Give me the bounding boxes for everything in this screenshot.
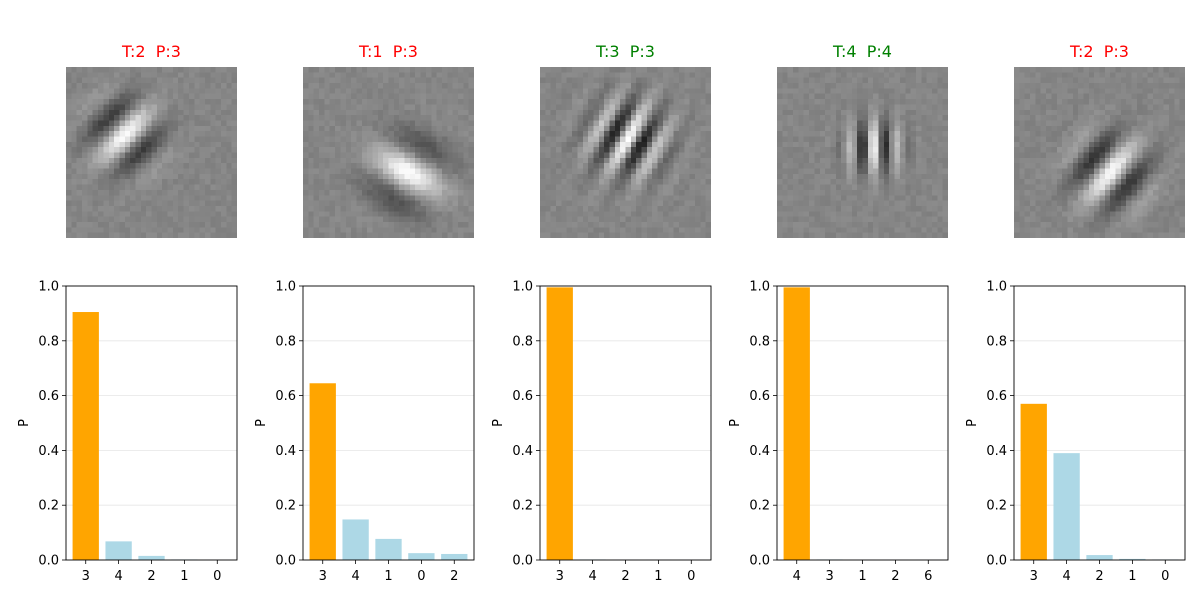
stimulus-image-5 (1014, 67, 1185, 238)
x-tick-label: 1 (1128, 569, 1136, 584)
y-tick-label: 0.6 (38, 389, 59, 404)
y-tick-label: 0.8 (986, 334, 1007, 349)
y-tick-label: 0.0 (512, 554, 533, 569)
bar-2 (138, 555, 165, 560)
y-tick-label: 0.6 (275, 389, 296, 404)
x-tick-label: 2 (621, 569, 629, 584)
x-tick-label: 1 (180, 569, 188, 584)
bar-4 (783, 287, 810, 560)
y-axis-label: P (965, 419, 980, 427)
bar-3 (1020, 403, 1047, 560)
x-tick-label: 1 (858, 569, 866, 584)
x-tick-label: 4 (793, 569, 801, 584)
y-tick-label: 0.2 (512, 499, 533, 514)
bar-2 (441, 553, 468, 560)
x-tick-label: 4 (1062, 569, 1070, 584)
y-tick-label: 1.0 (749, 280, 770, 295)
bar-chart-2: 0.0 0.2 0.4 0.6 0.8 1.0 3 4 1 0 2 P (254, 280, 475, 584)
bar-1 (375, 538, 402, 560)
bar-chart-3: 0.0 0.2 0.4 0.6 0.8 1.0 3 4 2 1 0 P (491, 280, 712, 584)
y-tick-label: 1.0 (986, 280, 1007, 295)
y-tick-label: 0.2 (275, 499, 296, 514)
x-tick-label: 0 (417, 569, 425, 584)
axes-frame (65, 285, 238, 561)
panel-title-3: T:3 P:3 (596, 42, 655, 61)
bar-chart-1: 0.0 0.2 0.4 0.6 0.8 1.0 3 4 2 1 0 P (17, 280, 238, 584)
y-tick-label: 1.0 (512, 280, 533, 295)
x-tick-label: 3 (1030, 569, 1038, 584)
y-tick-label: 0.2 (986, 499, 1007, 514)
x-tick-label: 2 (891, 569, 899, 584)
axes-frame (539, 285, 712, 561)
x-tick-label: 6 (924, 569, 932, 584)
bar-4 (1053, 453, 1080, 560)
x-tick-label: 2 (450, 569, 458, 584)
y-tick-label: 0.2 (38, 499, 59, 514)
axes-frame (776, 285, 949, 561)
bar-4 (105, 541, 132, 560)
y-tick-label: 0.8 (38, 334, 59, 349)
x-tick-label: 4 (351, 569, 359, 584)
y-tick-label: 0.4 (749, 444, 770, 459)
panel-title-2: T:1 P:3 (359, 42, 418, 61)
y-tick-label: 1.0 (275, 280, 296, 295)
y-axis-label: P (254, 419, 269, 427)
y-axis-label: P (728, 419, 743, 427)
y-tick-label: 0.4 (512, 444, 533, 459)
bar-3 (309, 383, 336, 560)
x-tick-label: 3 (556, 569, 564, 584)
x-tick-label: 0 (687, 569, 695, 584)
x-tick-label: 1 (654, 569, 662, 584)
x-tick-label: 3 (82, 569, 90, 584)
panel-title-5: T:2 P:3 (1070, 42, 1129, 61)
x-tick-label: 4 (588, 569, 596, 584)
y-tick-label: 0.4 (275, 444, 296, 459)
y-axis-label: P (491, 419, 506, 427)
stimulus-image-2 (303, 67, 474, 238)
panel-title-4: T:4 P:4 (833, 42, 892, 61)
y-axis-label: P (17, 419, 32, 427)
bar-3 (546, 287, 573, 560)
axes-frame (302, 285, 475, 561)
bar-2 (1086, 555, 1113, 560)
x-tick-label: 3 (825, 569, 833, 584)
bar-chart-4: 0.0 0.2 0.4 0.6 0.8 1.0 4 3 1 2 6 P (728, 280, 949, 584)
bar-4 (342, 519, 369, 560)
x-tick-label: 2 (1095, 569, 1103, 584)
y-tick-label: 0.6 (986, 389, 1007, 404)
bar-0 (408, 553, 435, 560)
y-tick-label: 1.0 (38, 280, 59, 295)
x-tick-label: 0 (1161, 569, 1169, 584)
y-tick-label: 0.8 (749, 334, 770, 349)
y-tick-label: 0.2 (749, 499, 770, 514)
bar-1 (1119, 558, 1146, 560)
bar-chart-5: 0.0 0.2 0.4 0.6 0.8 1.0 3 4 2 1 0 P (965, 280, 1186, 584)
y-tick-label: 0.6 (512, 389, 533, 404)
y-tick-label: 0.0 (275, 554, 296, 569)
y-tick-label: 0.0 (38, 554, 59, 569)
axes-frame (1013, 285, 1186, 561)
x-tick-label: 0 (213, 569, 221, 584)
y-tick-label: 0.6 (749, 389, 770, 404)
x-tick-label: 1 (384, 569, 392, 584)
y-tick-label: 0.4 (986, 444, 1007, 459)
x-tick-label: 2 (147, 569, 155, 584)
x-tick-label: 4 (114, 569, 122, 584)
stimulus-image-1 (66, 67, 237, 238)
bar-3 (72, 312, 99, 560)
y-tick-label: 0.8 (512, 334, 533, 349)
y-tick-label: 0.0 (986, 554, 1007, 569)
panel-title-1: T:2 P:3 (122, 42, 181, 61)
x-tick-label: 3 (319, 569, 327, 584)
y-tick-label: 0.4 (38, 444, 59, 459)
stimulus-image-4 (777, 67, 948, 238)
stimulus-image-3 (540, 67, 711, 238)
y-tick-label: 0.0 (749, 554, 770, 569)
y-tick-label: 0.8 (275, 334, 296, 349)
